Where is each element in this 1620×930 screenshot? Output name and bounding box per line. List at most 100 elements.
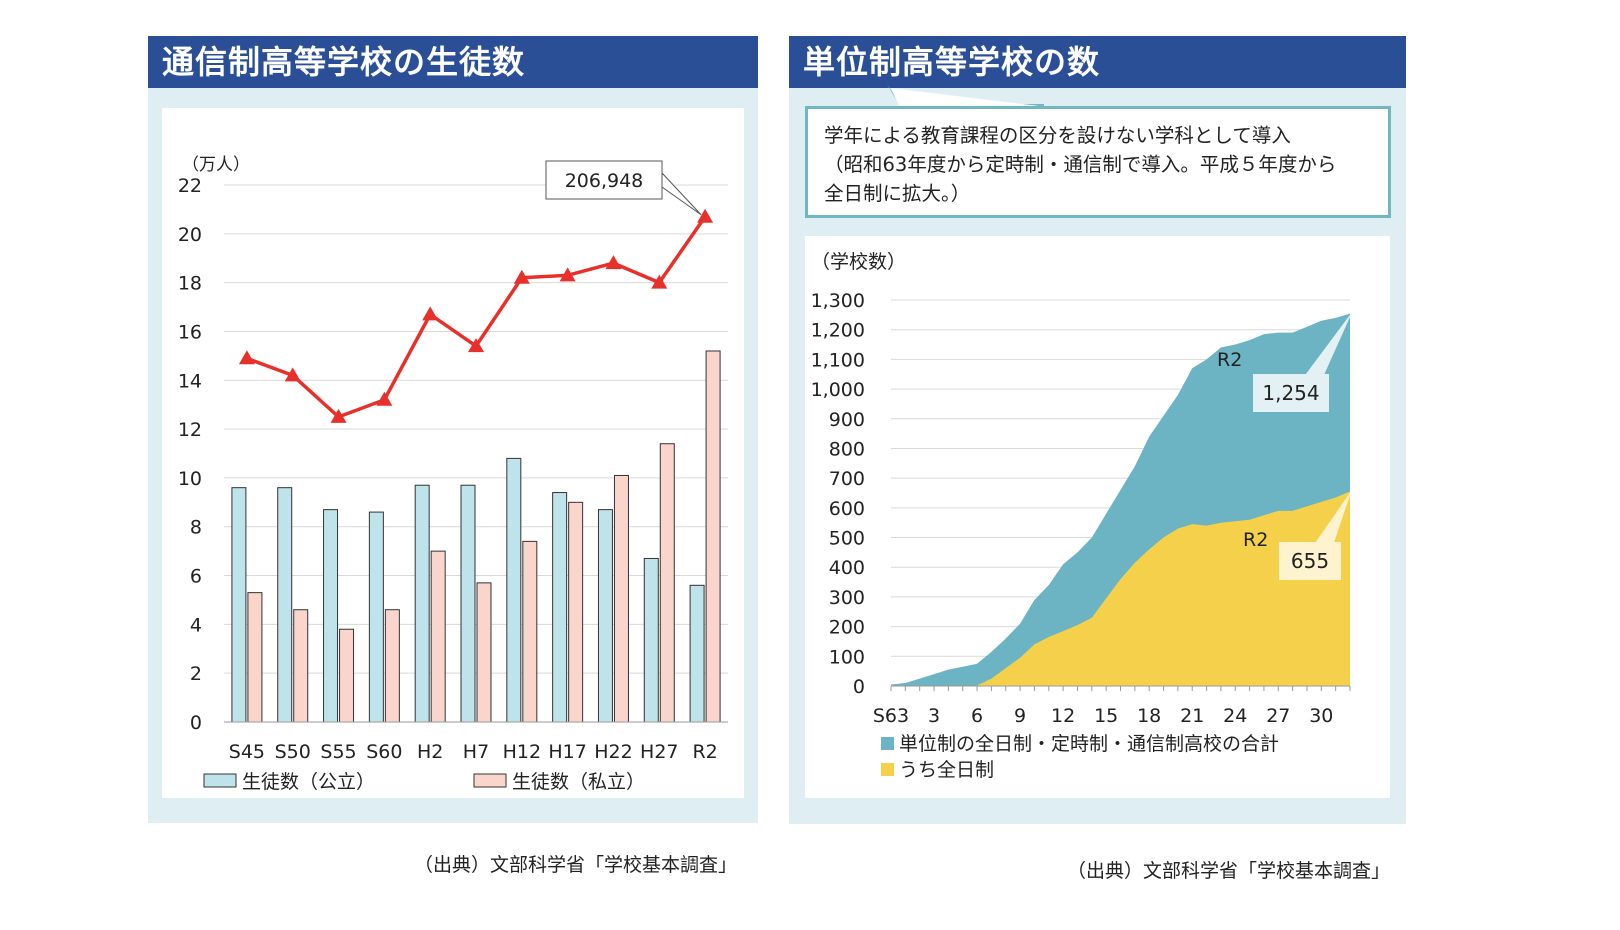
y-tick-label: 100 bbox=[829, 646, 865, 668]
y-tick-label: 12 bbox=[178, 419, 202, 441]
y-tick-label: 8 bbox=[190, 517, 202, 539]
y-tick-label: 1,100 bbox=[811, 349, 865, 371]
unit-school-chart: （学校数） 0 100 200 300 400 500 600 700 800 900 1,000 1,… bbox=[811, 251, 1351, 781]
x-tick-label: H2 bbox=[417, 741, 443, 763]
bar-public bbox=[414, 484, 430, 723]
y-tick-label: 20 bbox=[178, 224, 202, 246]
y-tick-label: 1,300 bbox=[811, 290, 865, 312]
total-marker bbox=[468, 338, 484, 353]
x-tick-label: 3 bbox=[928, 705, 940, 727]
legend-swatch-public bbox=[203, 773, 237, 788]
bar-private bbox=[613, 474, 629, 723]
total-marker bbox=[605, 255, 622, 270]
x-tick-label: H7 bbox=[463, 741, 489, 763]
total-marker bbox=[330, 408, 347, 423]
area-fulltime bbox=[891, 491, 1350, 686]
bar-private bbox=[476, 582, 492, 723]
y-tick-label: 400 bbox=[829, 557, 865, 579]
x-tick-label: S50 bbox=[275, 741, 311, 763]
y-unit-label: （学校数） bbox=[811, 251, 906, 273]
annotation-pointer bbox=[661, 171, 702, 216]
y-tick-label: 22 bbox=[178, 175, 202, 197]
legend-swatch-total bbox=[881, 737, 894, 750]
bar-public bbox=[689, 584, 705, 723]
total-marker bbox=[651, 274, 668, 289]
x-tick-label: S55 bbox=[320, 741, 356, 763]
y-tick-label: 1,200 bbox=[811, 320, 865, 342]
annotation-total-label: R2 bbox=[1217, 349, 1242, 371]
x-tick-label: 9 bbox=[1014, 705, 1026, 727]
x-tick-label: S60 bbox=[366, 741, 402, 763]
y-tick-label: 18 bbox=[178, 273, 202, 295]
bar-public bbox=[460, 484, 476, 723]
y-tick-label: 10 bbox=[178, 468, 202, 490]
bar-private bbox=[247, 592, 263, 723]
legend-label-fulltime: うち全日制 bbox=[899, 759, 994, 781]
total-marker bbox=[376, 391, 393, 406]
bar-private bbox=[384, 609, 400, 723]
bar-public bbox=[231, 487, 247, 723]
left-panel-title: 通信制高等学校の生徒数 bbox=[148, 36, 758, 88]
x-tick-label: S63 bbox=[873, 705, 909, 727]
total-marker bbox=[513, 269, 530, 284]
bar-public bbox=[277, 487, 293, 723]
bar-public bbox=[597, 509, 613, 723]
y-tick-label: 1,000 bbox=[811, 379, 865, 401]
x-tick-label: R2 bbox=[692, 741, 717, 763]
y-tick-label: 700 bbox=[829, 468, 865, 490]
description-line-3: 全日制に拡大。） bbox=[824, 182, 971, 205]
y-tick-label: 900 bbox=[829, 409, 865, 431]
right-panel-title: 単位制高等学校の数 bbox=[789, 36, 1406, 88]
left-source: （出典）文部科学省「学校基本調査」 bbox=[414, 854, 738, 876]
y-tick-label: 0 bbox=[190, 712, 202, 734]
x-tick-label: 6 bbox=[971, 705, 983, 727]
callout-pointer bbox=[887, 84, 1044, 108]
x-tick-label: S45 bbox=[229, 741, 265, 763]
annotation-value: 206,948 bbox=[565, 170, 644, 192]
bar-private bbox=[659, 443, 675, 723]
left-chart-area: （万人） 0 2 4 6 8 10 12 14 16 18 20 22 S45 S50 S55 S60 H2 H7 H… bbox=[162, 108, 744, 822]
bar-public bbox=[552, 492, 568, 723]
y-tick-label: 16 bbox=[178, 321, 202, 343]
y-tick-label: 200 bbox=[829, 617, 865, 639]
bar-private bbox=[293, 609, 309, 723]
annotation-fulltime-value: 655 bbox=[1291, 549, 1329, 573]
x-tick-label: 18 bbox=[1137, 705, 1161, 727]
legend-swatch-fulltime bbox=[881, 763, 894, 776]
right-source: （出典）文部科学省「学校基本調査」 bbox=[1067, 860, 1391, 882]
annotation-fulltime-label: R2 bbox=[1243, 529, 1268, 551]
description-line-2: （昭和63年度から定時制・通信制で導入。平成５年度から bbox=[824, 153, 1337, 176]
right-panel: 単位制高等学校の数 学年による教育課程の区分を設けない学科として導入 （昭和63… bbox=[789, 36, 1406, 824]
annotation-total-box bbox=[1253, 374, 1329, 412]
student-count-chart: （万人） 0 2 4 6 8 10 12 14 16 18 20 22 S45 S50 S55 S60 H2 H7 H… bbox=[178, 155, 728, 822]
y-tick-label: 14 bbox=[178, 370, 202, 392]
y-tick-label: 6 bbox=[190, 566, 202, 588]
x-tick-label: 30 bbox=[1309, 705, 1333, 727]
total-marker bbox=[284, 367, 301, 382]
x-tick-label: 27 bbox=[1266, 705, 1290, 727]
y-tick-label: 500 bbox=[829, 528, 865, 550]
bar-private bbox=[430, 550, 446, 723]
x-tick-label: 12 bbox=[1051, 705, 1075, 727]
annotation-box bbox=[545, 160, 663, 200]
x-tick-label: H27 bbox=[640, 741, 678, 763]
bar-private bbox=[339, 628, 355, 723]
description-line-1: 学年による教育課程の区分を設けない学科として導入 bbox=[824, 124, 1291, 147]
x-tick-label: H12 bbox=[503, 741, 541, 763]
y-tick-label: 2 bbox=[190, 663, 202, 685]
annotation-fulltime-box bbox=[1279, 542, 1341, 580]
x-tick-label: H22 bbox=[594, 741, 632, 763]
x-tick-label: 24 bbox=[1223, 705, 1247, 727]
total-marker bbox=[238, 350, 255, 365]
left-panel: 通信制高等学校の生徒数 （万人） 0 2 4 6 8 10 12 14 16 18 20 22 S45 S5… bbox=[148, 36, 758, 823]
y-tick-label: 600 bbox=[829, 498, 865, 520]
total-marker bbox=[697, 208, 714, 223]
legend-label-private: 生徒数（私立） bbox=[512, 771, 645, 793]
bar-private bbox=[568, 501, 584, 723]
annotation-total-value: 1,254 bbox=[1262, 381, 1319, 405]
bar-public bbox=[323, 509, 339, 723]
y-tick-label: 0 bbox=[853, 676, 865, 698]
right-chart-area: （学校数） 0 100 200 300 400 500 600 700 800 900 1,000 1,… bbox=[805, 236, 1390, 798]
x-tick-label: 15 bbox=[1094, 705, 1118, 727]
y-unit-label: （万人） bbox=[182, 155, 250, 175]
